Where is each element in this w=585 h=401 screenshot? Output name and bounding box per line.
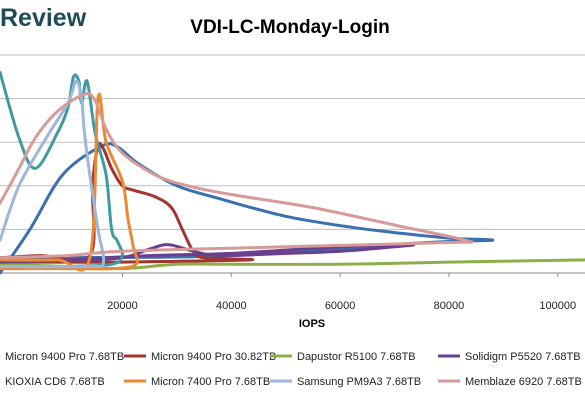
- plot-area: [0, 70, 585, 275]
- x-tick-label: 20000: [107, 300, 138, 312]
- brand-logo: Review: [0, 4, 87, 32]
- legend-label: Solidigm P5520 7.68TB: [465, 351, 581, 363]
- legend-label: Micron 9400 Pro 30.82TB: [151, 351, 276, 363]
- series-line: [0, 70, 124, 271]
- series-line: [0, 79, 106, 269]
- series-line: [0, 92, 474, 260]
- x-tick-label: 80000: [434, 300, 465, 312]
- legend-label: Micron 9400 Pro 7.68TB: [5, 351, 124, 363]
- x-tick-label: 100000: [539, 300, 576, 312]
- legend: Micron 9400 Pro 7.68TB Micron 9400 Pro 30…: [5, 351, 582, 388]
- chart-title: VDI-LC-Monday-Login: [190, 17, 389, 38]
- series-line: [0, 92, 139, 272]
- x-axis-ticks: 20000 40000 60000 80000 100000: [107, 273, 576, 312]
- x-tick-label: 40000: [216, 300, 247, 312]
- legend-label: Memblaze 6920 7.68TB: [465, 376, 582, 388]
- series-line: [0, 243, 416, 264]
- legend-label: Samsung PM9A3 7.68TB: [297, 376, 421, 388]
- x-tick-label: 60000: [325, 300, 356, 312]
- x-axis-label: IOPS: [299, 318, 325, 330]
- legend-label: KIOXIA CD6 7.68TB: [5, 376, 105, 388]
- legend-label: Micron 7400 Pro 7.68TB: [151, 376, 270, 388]
- legend-label: Dapustor R5100 7.68TB: [297, 351, 416, 363]
